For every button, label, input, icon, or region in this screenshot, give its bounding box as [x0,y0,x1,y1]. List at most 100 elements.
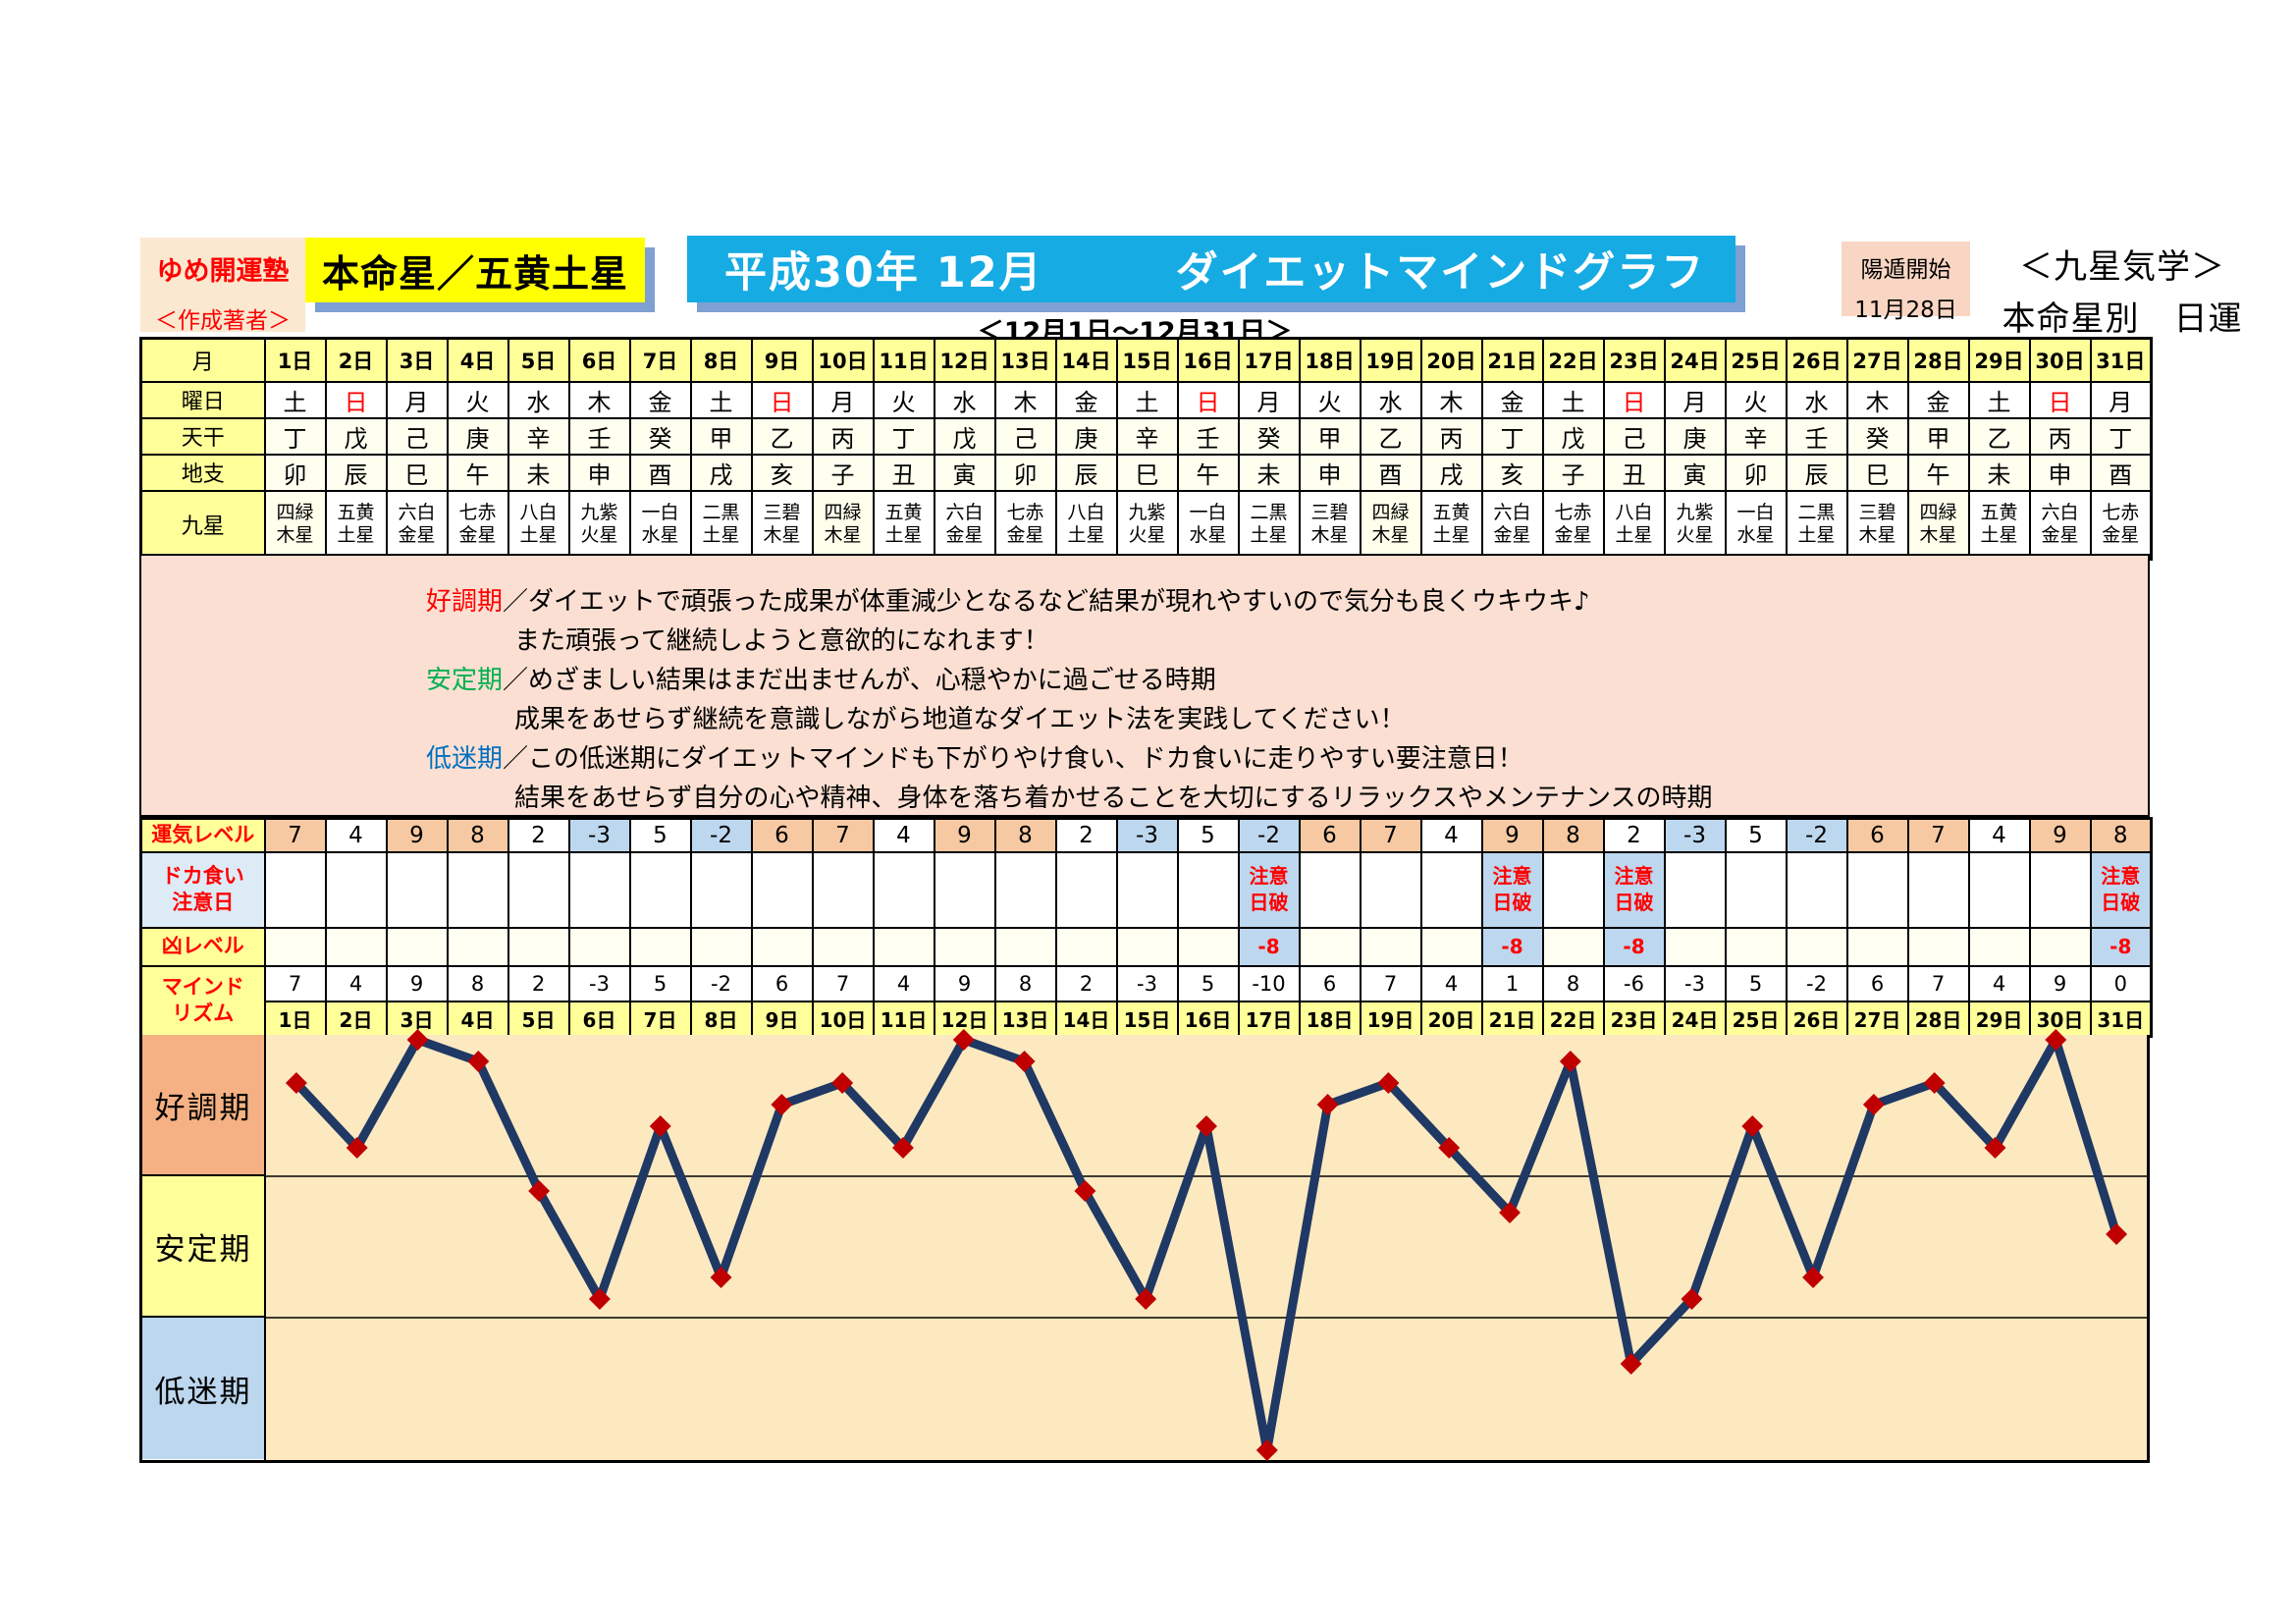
unki-level-cell: 4 [324,817,388,853]
mind-value-cell: 8 [993,964,1057,1002]
chishi-cell: 申 [567,453,631,492]
kyo-level-cell: -8 [1602,926,1666,967]
kyo-level-cell [507,926,570,967]
honmeisei-banner: 本命星／五黄土星 [305,238,645,302]
calendar-row-chishi: 地支卯辰巳午未申酉戌亥子丑寅卯辰巳午未申酉戌亥子丑寅卯辰巳午未申酉 [139,453,2153,492]
chishi-cell: 午 [1906,453,1970,492]
kyusei-cell: 七赤 金星 [2089,489,2153,561]
unki-level-cell: 7 [811,817,875,853]
tenkan-cell: 乙 [1967,416,2031,456]
day-header-cell: 25日 [1724,337,1788,383]
tenkan-cell: 壬 [1785,416,1848,456]
youton-start-label: 陽遁開始 [1860,257,1951,283]
mind-value-cell: 1 [1480,964,1544,1002]
mind-day-cell: 8日 [689,1000,753,1038]
kyo-level-cell [993,926,1057,967]
kyusei-cell: 一白 水星 [1176,489,1240,561]
legend-line: 安定期／めざましい結果はまだ出ませんが、心穏やかに過ごせる時期 [426,661,2138,700]
dokagui-cell [1724,850,1788,929]
kyusei-cell: 三碧 木星 [750,489,814,561]
legend-text: この低迷期にダイエットマインドも下がりやけ食い、ドカ食いに走りやすい要注意日！ [528,744,1523,774]
mind-value-cell: 0 [2089,964,2153,1002]
unki-level-cell: 6 [1298,817,1362,853]
kyusei-cell: 八白 土星 [1054,489,1118,561]
unki-level-cell: 6 [750,817,814,853]
kyo-level-label: 凶レベル [139,926,266,967]
tenkan-cell: 甲 [1906,416,1970,456]
tenkan-cell: 辛 [507,416,570,456]
mind-value-cell: -2 [1785,964,1848,1002]
kyusei-cell: 九紫 火星 [567,489,631,561]
tenkan-cell: 癸 [628,416,692,456]
day-header-cell: 3日 [385,337,449,383]
weekday-cell: 水 [1785,380,1848,419]
dokagui-cell [811,850,875,929]
mind-value-cell: 9 [933,964,996,1002]
unki-level-cell: 7 [1359,817,1422,853]
legend-separator: ／ [503,587,529,617]
honmeisei-text: 本命星／五黄土星 [321,251,628,296]
dokagui-cell: 注意 日破 [1480,850,1544,929]
dokagui-cell [933,850,996,929]
dokagui-cell [1967,850,2031,929]
chishi-cell: 午 [1176,453,1240,492]
mind-day-cell: 28日 [1906,1000,1970,1038]
kyusei-cell: 六白 金星 [2028,489,2092,561]
weekday-row-label: 曜日 [139,380,266,419]
tenkan-cell: 丙 [1419,416,1483,456]
day-header-cell: 29日 [1967,337,2031,383]
mind-rhythm-svg [266,1029,2147,1461]
kigaku-box: ＜九星気学＞ 本命星別 日運 [1977,240,2268,340]
chishi-cell: 丑 [1602,453,1666,492]
day-header-cell: 18日 [1298,337,1362,383]
mind-rhythm-marker [2106,1223,2128,1245]
mind-day-cell: 3日 [385,1000,449,1038]
kyo-level-cell [689,926,753,967]
unki-level-cell: 7 [1906,817,1970,853]
kyusei-cell: 八白 土星 [1602,489,1666,561]
chishi-cell: 酉 [2089,453,2153,492]
calendar-row-month: 月 1日 2日 3日 4日 5日 6日 7日 8日 9日 10日 11日 12日 13日 14日 15日 16日… [139,337,2153,383]
mind-day-cell: 16日 [1176,1000,1240,1038]
kyusei-cell: 九紫 火星 [1115,489,1179,561]
weekday-cell: 木 [567,380,631,419]
day-header-cell: 10日 [811,337,875,383]
mind-rhythm-marker [528,1180,551,1202]
mind-rhythm-marker [406,1029,429,1051]
unki-level-cell: 4 [872,817,935,853]
weekday-cell: 金 [1054,380,1118,419]
dokagui-cell [1845,850,1909,929]
mind-rhythm-label: マインド リズム [139,964,266,1038]
weekday-cell: 土 [689,380,753,419]
unki-level-cell: 2 [1054,817,1118,853]
mind-value-cell: -3 [1115,964,1179,1002]
mind-day-cell: 30日 [2028,1000,2092,1038]
kyo-level-cell [446,926,509,967]
chishi-cell: 子 [811,453,875,492]
tenkan-cell: 丙 [2028,416,2092,456]
row-mind-values: マインド リズム 7 4 9 8 2 -3 5 -2 6 7 4 9 8 2 -3 5 -10 6 7 4 1 8 -6 -3 5… [139,964,2153,1038]
mind-day-cell: 13日 [993,1000,1057,1038]
day-header-cell: 21日 [1480,337,1544,383]
weekday-cell: 木 [993,380,1057,419]
mind-rhythm-marker [1074,1180,1096,1202]
day-header-cell: 15日 [1115,337,1179,383]
weekday-cell: 火 [1724,380,1788,419]
mind-rhythm-marker [1923,1072,1946,1094]
chishi-cell: 卯 [993,453,1057,492]
weekday-cell: 月 [1237,380,1301,419]
dokagui-cell [1663,850,1727,929]
month-row-label: 月 [139,337,266,383]
kyo-level-cell [1054,926,1118,967]
weekday-cell: 月 [811,380,875,419]
tenkan-cell: 乙 [750,416,814,456]
tenkan-cell: 庚 [1663,416,1727,456]
kyo-level-cell: -8 [2089,926,2153,967]
dokagui-cell [2028,850,2092,929]
calendar-row-tenkan: 天干丁戊己庚辛壬癸甲乙丙丁戊己庚辛壬癸甲乙丙丁戊己庚辛壬癸甲乙丙丁 [139,416,2153,456]
mind-day-cell: 10日 [811,1000,875,1038]
kigaku-title: ＜九星気学＞ [2019,247,2225,287]
mind-value-cell: -3 [1663,964,1727,1002]
kyusei-cell: 四緑 木星 [1359,489,1422,561]
weekday-cell: 日 [1602,380,1666,419]
